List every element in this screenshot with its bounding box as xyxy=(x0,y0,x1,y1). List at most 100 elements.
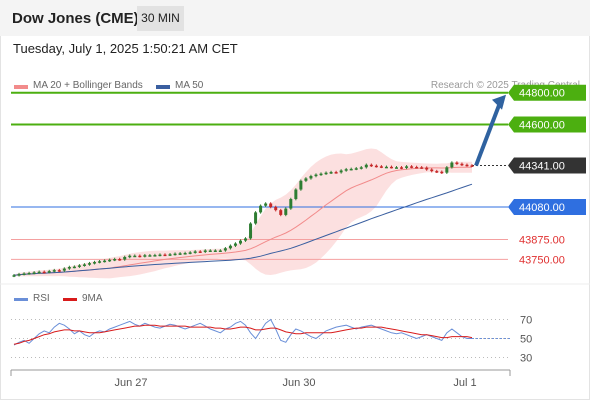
ma50-legend-label: MA 50 xyxy=(175,80,204,91)
instrument-title: Dow Jones (CME) xyxy=(12,10,139,27)
candle-body xyxy=(218,250,222,252)
candle-body xyxy=(103,260,107,263)
level-label-minor: 43750.00 xyxy=(519,254,565,266)
candle-body xyxy=(324,172,328,175)
candle-body xyxy=(289,199,293,209)
candle-body xyxy=(213,250,217,252)
chart-datetime: Tuesday, July 1, 2025 1:50:21 AM CET xyxy=(13,41,238,56)
candle-body xyxy=(445,167,449,173)
candle-body xyxy=(420,167,424,169)
candle-body xyxy=(264,203,268,206)
candle-body xyxy=(450,162,454,168)
ma20-legend-swatch xyxy=(14,85,28,89)
candle-body xyxy=(153,255,157,257)
time-tick-label: Jun 30 xyxy=(282,377,315,389)
candle-body xyxy=(430,169,434,172)
candle-body xyxy=(259,205,263,213)
candle-body xyxy=(274,206,278,211)
candle-body xyxy=(22,273,26,275)
candle-body xyxy=(329,172,333,174)
candle-body xyxy=(395,167,399,169)
candle-body xyxy=(410,166,414,168)
candle-body xyxy=(223,248,227,251)
candle-body xyxy=(47,271,51,273)
candle-body xyxy=(37,271,41,274)
candle-body xyxy=(93,262,97,264)
candle-body xyxy=(27,273,31,275)
candle-body xyxy=(128,255,132,258)
ma50-legend-swatch xyxy=(156,85,170,89)
candle-body xyxy=(299,180,303,190)
candle-body xyxy=(349,168,353,171)
candle-body xyxy=(193,251,197,253)
rsi-tick-label: 30 xyxy=(520,353,532,365)
chart-header: Dow Jones (CME) 30 MIN xyxy=(0,0,590,36)
candle-body xyxy=(284,208,288,215)
candle-body xyxy=(72,266,76,269)
ma50-line xyxy=(13,183,473,276)
candle-body xyxy=(87,263,91,265)
candle-body xyxy=(294,189,298,200)
level-label-support: 44080.00 xyxy=(519,202,565,214)
timeframe-button[interactable]: 30 MIN xyxy=(137,6,184,31)
level-label-current: 44341.00 xyxy=(519,161,565,173)
candle-body xyxy=(304,178,308,181)
candle-body xyxy=(384,166,388,169)
candle-body xyxy=(183,253,187,255)
candle-body xyxy=(339,170,343,173)
candle-body xyxy=(405,166,409,168)
candle-body xyxy=(168,254,172,256)
candle-body xyxy=(32,272,36,274)
candle-body xyxy=(364,164,368,168)
bollinger-band xyxy=(14,148,472,279)
candle-body xyxy=(460,163,464,166)
candle-body xyxy=(359,167,363,169)
candle-body xyxy=(57,270,61,272)
candle-body xyxy=(52,270,56,272)
level-label-resistance: 44600.00 xyxy=(519,119,565,131)
candle-body xyxy=(113,259,117,261)
candle-body xyxy=(203,250,207,252)
candle-body xyxy=(138,255,142,258)
level-tag-resistance xyxy=(508,116,586,133)
candle-body xyxy=(173,253,177,256)
candle-body xyxy=(228,245,232,249)
projection-arrow-head xyxy=(492,94,506,110)
ma20-legend-label: MA 20 + Bollinger Bands xyxy=(33,80,143,91)
candle-body xyxy=(188,252,192,254)
candle-body xyxy=(249,223,253,239)
candle-body xyxy=(374,165,378,168)
candle-body xyxy=(440,171,444,174)
candle-body xyxy=(233,243,237,246)
ma9-legend-label: 9MA xyxy=(82,293,103,304)
candle-body xyxy=(198,251,202,253)
candle-body xyxy=(238,240,242,244)
candle-body xyxy=(108,259,112,262)
candle-body xyxy=(269,203,273,207)
candle-body xyxy=(123,256,127,260)
level-tag-resistance xyxy=(508,84,586,101)
candle-body xyxy=(425,167,429,170)
level-label-resistance: 44800.00 xyxy=(519,88,565,100)
rsi-legend-label: RSI xyxy=(33,293,50,304)
candle-body xyxy=(369,164,373,167)
candle-body xyxy=(344,169,348,171)
level-tag-support xyxy=(508,198,586,215)
candle-body xyxy=(314,174,318,177)
candle-body xyxy=(254,212,258,224)
candle-body xyxy=(319,173,323,176)
time-tick-label: Jul 1 xyxy=(453,377,476,389)
candle-body xyxy=(17,274,21,276)
candle-body xyxy=(143,255,147,257)
candle-body xyxy=(334,172,338,174)
credit-text: Research © 2025 Trading Central xyxy=(430,80,580,91)
candle-body xyxy=(309,176,313,179)
candle-body xyxy=(465,164,469,167)
candle-body xyxy=(77,265,81,267)
candle-body xyxy=(42,271,46,274)
candle-body xyxy=(400,167,404,169)
candle-body xyxy=(67,266,71,269)
candle-body xyxy=(435,171,439,173)
rsi-ma9-line xyxy=(13,324,473,345)
